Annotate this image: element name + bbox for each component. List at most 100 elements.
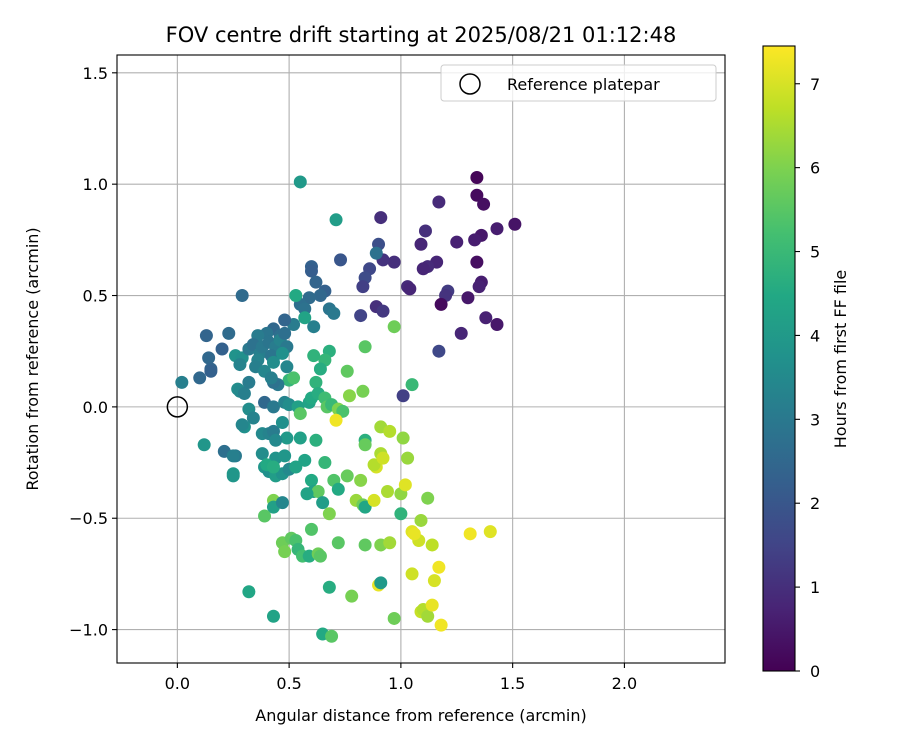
scatter-point [336,404,350,418]
y-tick-label: −0.5 [69,509,108,528]
scatter-point [199,329,213,343]
scatter-point [300,487,314,501]
scatter-point [340,469,354,483]
scatter-point [479,311,493,325]
scatter-point [427,574,441,588]
scatter-point [235,418,249,432]
scatter-point [298,311,312,325]
scatter-point [405,567,419,581]
scatter-point [383,424,397,438]
scatter-point [258,509,272,523]
scatter-point [307,320,321,334]
scatter-point [490,222,504,236]
scatter-point [235,289,249,303]
scatter-point [450,235,464,249]
scatter-point [331,482,345,496]
scatter-point [266,460,280,474]
y-tick-label: 1.5 [83,64,108,83]
scatter-point [403,282,417,296]
scatter-point [358,538,372,552]
scatter-point [237,387,251,401]
scatter-point [508,217,522,231]
scatter-point [394,507,408,521]
y-tick-label: −1.0 [69,621,108,640]
legend: Reference platepar [440,64,717,102]
scatter-point [414,513,428,527]
scatter-point [396,431,410,445]
scatter-point [401,451,415,465]
scatter-point [470,188,484,202]
scatter-point [425,538,439,552]
scatter-point [416,262,430,276]
scatter-point [434,297,448,311]
scatter-point [322,507,336,521]
scatter-point [418,224,432,238]
scatter-point [329,213,343,227]
y-axis-label: Rotation from reference (arcmin) [23,227,42,490]
scatter-point [309,375,323,389]
scatter-point [266,355,280,369]
scatter-point [376,451,390,465]
scatter-point [266,400,280,414]
colorbar-tick-label: 6 [810,159,820,178]
scatter-point [472,280,486,294]
scatter-point [293,431,307,445]
scatter-point [307,349,321,363]
scatter-point [313,362,327,376]
scatter-point [396,389,410,403]
scatter-point [278,545,292,559]
scatter-point [322,580,336,594]
scatter-point [287,371,301,385]
scatter-point [202,351,216,365]
scatter-point [358,438,372,452]
scatter-point [432,560,446,574]
scatter-point [461,291,475,305]
scatter-point [463,527,477,541]
scatter-point [318,456,332,470]
scatter-point [376,304,390,318]
scatter-point [233,358,247,372]
scatter-point [275,496,289,510]
scatter-point [289,460,303,474]
scatter-point [329,413,343,427]
scatter-point [304,522,318,536]
scatter-point [327,306,341,320]
scatter-point [407,527,421,541]
scatter-point [477,197,491,211]
scatter-point [387,320,401,334]
scatter-point [316,496,330,510]
scatter-point [304,473,318,487]
scatter-point [454,326,468,340]
scatter-point [367,493,381,507]
scatter-point [432,344,446,358]
scatter-point [468,233,482,247]
scatter-point [421,609,435,623]
plot-background [117,55,725,663]
scatter-point [197,438,211,452]
scatter-point [304,264,318,278]
scatter-point [374,211,388,225]
scatter-point [264,371,278,385]
scatter-point [345,589,359,603]
scatter-point [470,255,484,269]
scatter-point [302,291,316,305]
reference-platepar-marker [166,396,189,418]
legend-box [440,64,717,102]
scatter-point [342,389,356,403]
scatter-point [483,525,497,539]
scatter-point [490,317,504,331]
scatter-point [242,375,256,389]
scatter-point [434,618,448,632]
scatter-point [432,195,446,209]
scatter-point [255,447,269,461]
scatter-point [387,255,401,269]
scatter-point [367,458,381,472]
scatter-point [275,346,289,360]
scatter-point [398,478,412,492]
colorbar-tick-label: 3 [810,410,820,429]
scatter-point [369,246,383,260]
x-axis-label: Angular distance from reference (arcmin) [255,706,586,725]
scatter-point [334,253,348,267]
scatter-point [204,364,218,378]
scatter-point [356,280,370,294]
